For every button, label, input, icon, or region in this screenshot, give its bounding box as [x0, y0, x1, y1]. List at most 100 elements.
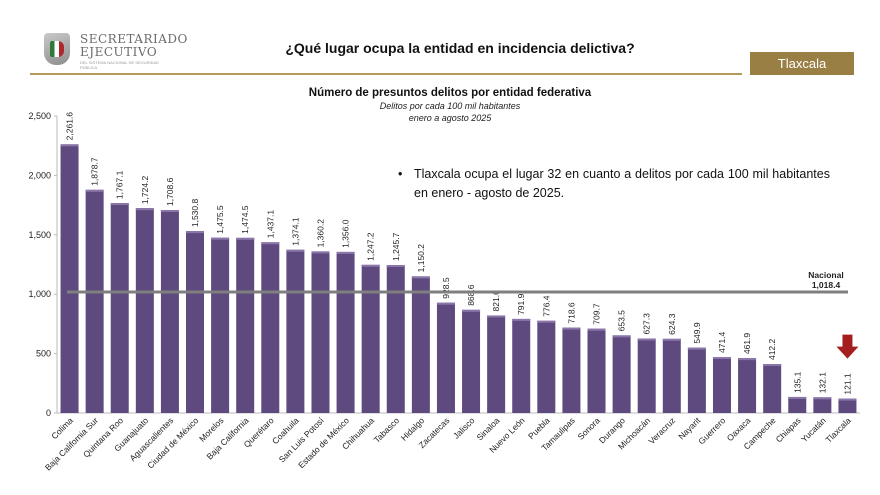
- down-arrow-icon: [836, 334, 859, 359]
- bar-highlight: [311, 251, 330, 254]
- bar-highlight: [411, 276, 430, 279]
- value-label: 718.6: [566, 302, 576, 324]
- bar: [386, 265, 405, 413]
- bar: [662, 338, 681, 413]
- bar-highlight: [386, 265, 405, 268]
- note-text: Tlaxcala ocupa el lugar 32 en cuanto a d…: [398, 165, 830, 203]
- bar: [135, 208, 154, 413]
- bar: [712, 356, 731, 413]
- value-label: 1,374.1: [290, 217, 300, 246]
- bar-highlight: [110, 203, 129, 206]
- bar: [436, 302, 455, 413]
- bar: [160, 210, 179, 413]
- chart-title: Número de presuntos delitos por entidad …: [308, 87, 592, 99]
- value-label: 412.2: [767, 338, 777, 360]
- bar: [186, 231, 205, 413]
- value-label: 928.5: [441, 277, 451, 299]
- value-label: 624.3: [667, 313, 677, 335]
- bar: [411, 276, 430, 413]
- category-label: Jalisco: [451, 415, 477, 441]
- org-name-line2: EJECUTIVO: [80, 45, 158, 59]
- bar-highlight: [336, 251, 355, 254]
- bar: [587, 328, 606, 413]
- bar: [687, 347, 706, 413]
- logo: SECRETARIADO EJECUTIVO DEL SISTEMA NACIO…: [40, 30, 230, 74]
- bar: [236, 237, 255, 413]
- y-tick-label: 1,000: [28, 289, 51, 299]
- national-value: 1,018.4: [812, 280, 841, 290]
- value-label: 1,247.2: [366, 232, 376, 261]
- value-label: 1,708.6: [165, 177, 175, 206]
- bar-highlight: [687, 347, 706, 350]
- header-divider: [30, 73, 742, 75]
- value-label: 1,150.2: [416, 244, 426, 273]
- value-label: 821.0: [491, 290, 501, 312]
- bar-highlight: [462, 309, 481, 312]
- bar: [85, 189, 104, 413]
- bar: [361, 264, 380, 413]
- bar: [537, 320, 556, 413]
- bar-highlight: [788, 396, 807, 399]
- y-tick-label: 0: [46, 408, 51, 418]
- y-tick-label: 500: [36, 349, 51, 359]
- bar: [261, 242, 280, 413]
- bar-highlight: [487, 315, 506, 318]
- shield-icon: [44, 33, 70, 65]
- bar-highlight: [712, 356, 731, 359]
- chart-subtitle-1: Delitos por cada 100 mil habitantes: [379, 101, 521, 111]
- value-label: 1,767.1: [115, 170, 125, 199]
- category-label: Guerrero: [696, 415, 727, 446]
- value-label: 121.1: [842, 373, 852, 395]
- category-label: Yucatán: [799, 415, 828, 444]
- bar-highlight: [637, 338, 656, 341]
- bar-highlight: [587, 328, 606, 331]
- bar: [612, 335, 631, 413]
- value-label: 132.1: [817, 372, 827, 394]
- value-label: 1,474.5: [240, 205, 250, 234]
- bar-highlight: [612, 335, 631, 338]
- bar-highlight: [236, 237, 255, 240]
- bar: [562, 327, 581, 413]
- value-label: 461.9: [742, 333, 752, 355]
- bar: [637, 338, 656, 413]
- chart-subtitle-2: enero a agosto 2025: [408, 113, 492, 123]
- bar-highlight: [160, 210, 179, 213]
- bar-highlight: [286, 249, 305, 252]
- value-label: 135.1: [792, 371, 802, 393]
- value-label: 709.7: [592, 303, 602, 325]
- y-tick-label: 2,000: [28, 170, 51, 180]
- category-label: Veracruz: [646, 415, 677, 446]
- bar-highlight: [436, 302, 455, 305]
- org-name-line1: SECRETARIADO: [80, 32, 188, 46]
- value-label: 1,360.2: [315, 219, 325, 248]
- bar: [763, 364, 782, 413]
- bar-highlight: [813, 397, 832, 400]
- category-label: Tlaxcala: [823, 415, 853, 445]
- value-label: 1,878.7: [90, 157, 100, 186]
- bar: [110, 203, 129, 413]
- national-label: Nacional: [808, 270, 843, 280]
- value-label: 776.4: [541, 295, 551, 317]
- bar-highlight: [361, 264, 380, 267]
- y-tick-label: 2,500: [28, 111, 51, 121]
- bar: [286, 249, 305, 413]
- bar: [487, 315, 506, 413]
- page-title: ¿Qué lugar ocupa la entidad en incidenci…: [285, 40, 635, 56]
- bar-highlight: [537, 320, 556, 323]
- value-label: 1,530.8: [190, 199, 200, 228]
- bar: [211, 237, 230, 413]
- bar-highlight: [135, 208, 154, 211]
- bar: [311, 251, 330, 413]
- bar-highlight: [763, 364, 782, 367]
- value-label: 1,724.2: [140, 176, 150, 205]
- value-label: 1,437.1: [265, 210, 275, 239]
- category-label: Chiapas: [774, 415, 803, 444]
- bar: [838, 398, 857, 413]
- org-name-line3: DEL SISTEMA NACIONAL DE SEGURIDAD PÚBLIC…: [80, 60, 160, 70]
- bar: [788, 396, 807, 413]
- value-label: 791.9: [516, 293, 526, 315]
- bar-highlight: [85, 189, 104, 192]
- value-label: 868.6: [466, 284, 476, 306]
- bar: [738, 358, 757, 413]
